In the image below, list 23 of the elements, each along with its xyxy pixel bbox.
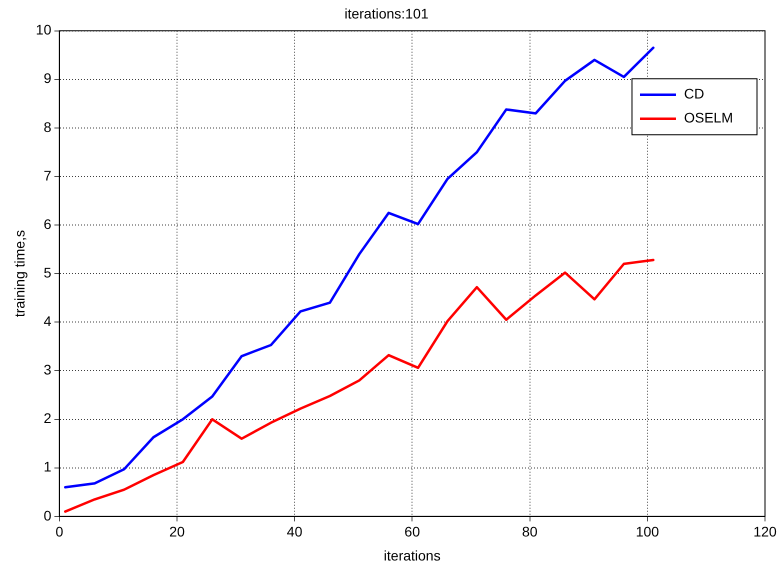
x-tick-label: 120: [753, 524, 777, 540]
y-tick-label: 5: [44, 264, 52, 280]
y-tick-label: 2: [44, 410, 52, 426]
y-tick-label: 10: [36, 22, 52, 38]
y-tick-label: 8: [44, 118, 52, 135]
y-tick-label: 9: [44, 70, 52, 86]
y-tick-label: 1: [44, 458, 52, 475]
y-tick-label: 7: [44, 167, 52, 184]
x-tick-label: 40: [286, 524, 303, 540]
x-tick-label: 60: [404, 524, 420, 540]
x-tick-label: 0: [55, 524, 64, 540]
chart-title: iterations:101: [344, 5, 429, 22]
x-tick-label: 20: [169, 524, 185, 540]
legend-label: CD: [684, 86, 704, 102]
x-tick-label: 80: [522, 524, 538, 540]
y-tick-label: 4: [44, 313, 52, 330]
legend-label: OSELM: [684, 110, 733, 126]
x-tick-label: 100: [636, 524, 660, 540]
y-tick-label: 3: [44, 362, 52, 378]
y-tick-label: 0: [44, 507, 52, 524]
y-axis-title: training time,s: [11, 230, 28, 318]
x-axis-title: iterations: [384, 547, 441, 564]
y-tick-label: 6: [44, 216, 52, 232]
